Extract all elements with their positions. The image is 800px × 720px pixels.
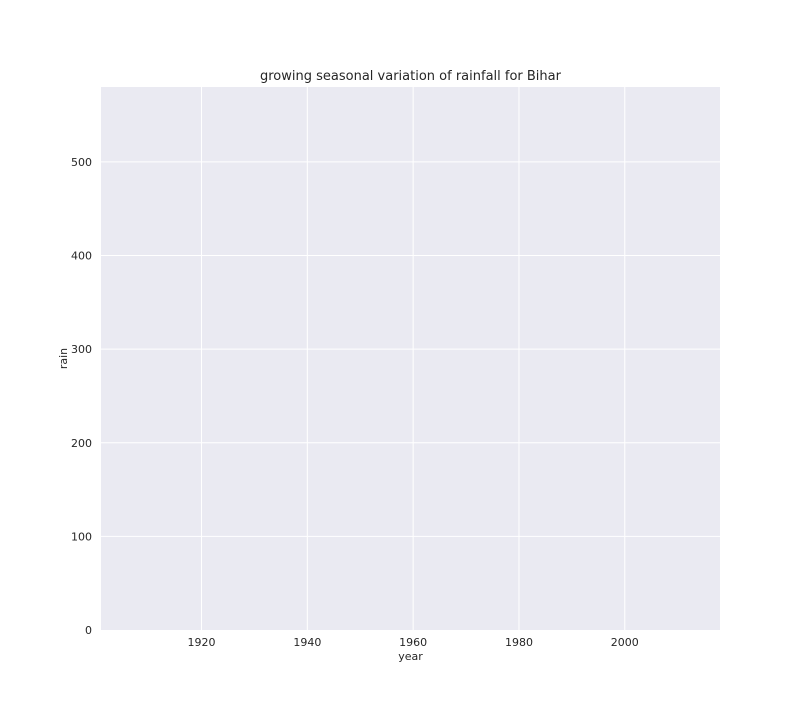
y-tick-label: 200 — [71, 437, 92, 450]
x-tick-label: 1940 — [293, 636, 321, 649]
x-axis-label: year — [398, 650, 423, 663]
plot-area — [101, 87, 720, 630]
y-axis-label: rain — [57, 348, 70, 369]
x-tick-label: 1980 — [505, 636, 533, 649]
y-tick-label: 300 — [71, 343, 92, 356]
y-tick-label: 400 — [71, 250, 92, 263]
y-tick-label: 100 — [71, 530, 92, 543]
x-tick-label: 1960 — [399, 636, 427, 649]
x-tick-label: 1920 — [188, 636, 216, 649]
y-tick-label: 500 — [71, 156, 92, 169]
x-tick-label: 2000 — [611, 636, 639, 649]
y-tick-label: 0 — [85, 624, 92, 637]
grid-lines — [101, 87, 720, 630]
y-tick-labels: 0 100 200 300 400 500 — [71, 156, 92, 637]
chart-title: growing seasonal variation of rainfall f… — [260, 69, 562, 84]
x-tick-labels: 1920 1940 1960 1980 2000 — [188, 636, 639, 649]
